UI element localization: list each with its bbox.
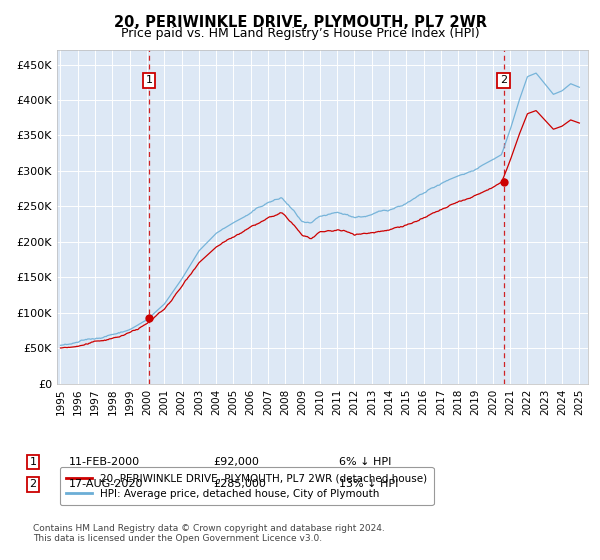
- Legend: 20, PERIWINKLE DRIVE, PLYMOUTH, PL7 2WR (detached house), HPI: Average price, de: 20, PERIWINKLE DRIVE, PLYMOUTH, PL7 2WR …: [59, 467, 434, 505]
- Text: 13% ↓ HPI: 13% ↓ HPI: [339, 479, 398, 489]
- Text: 1: 1: [29, 457, 37, 467]
- Text: 2: 2: [29, 479, 37, 489]
- Text: £92,000: £92,000: [213, 457, 259, 467]
- Text: 20, PERIWINKLE DRIVE, PLYMOUTH, PL7 2WR: 20, PERIWINKLE DRIVE, PLYMOUTH, PL7 2WR: [113, 15, 487, 30]
- Text: 1: 1: [146, 76, 152, 85]
- Text: 2: 2: [500, 76, 508, 85]
- Text: Price paid vs. HM Land Registry’s House Price Index (HPI): Price paid vs. HM Land Registry’s House …: [121, 27, 479, 40]
- Text: £285,000: £285,000: [213, 479, 266, 489]
- Text: 11-FEB-2000: 11-FEB-2000: [69, 457, 140, 467]
- Text: 17-AUG-2020: 17-AUG-2020: [69, 479, 143, 489]
- Text: 6% ↓ HPI: 6% ↓ HPI: [339, 457, 391, 467]
- Text: Contains HM Land Registry data © Crown copyright and database right 2024.
This d: Contains HM Land Registry data © Crown c…: [33, 524, 385, 543]
